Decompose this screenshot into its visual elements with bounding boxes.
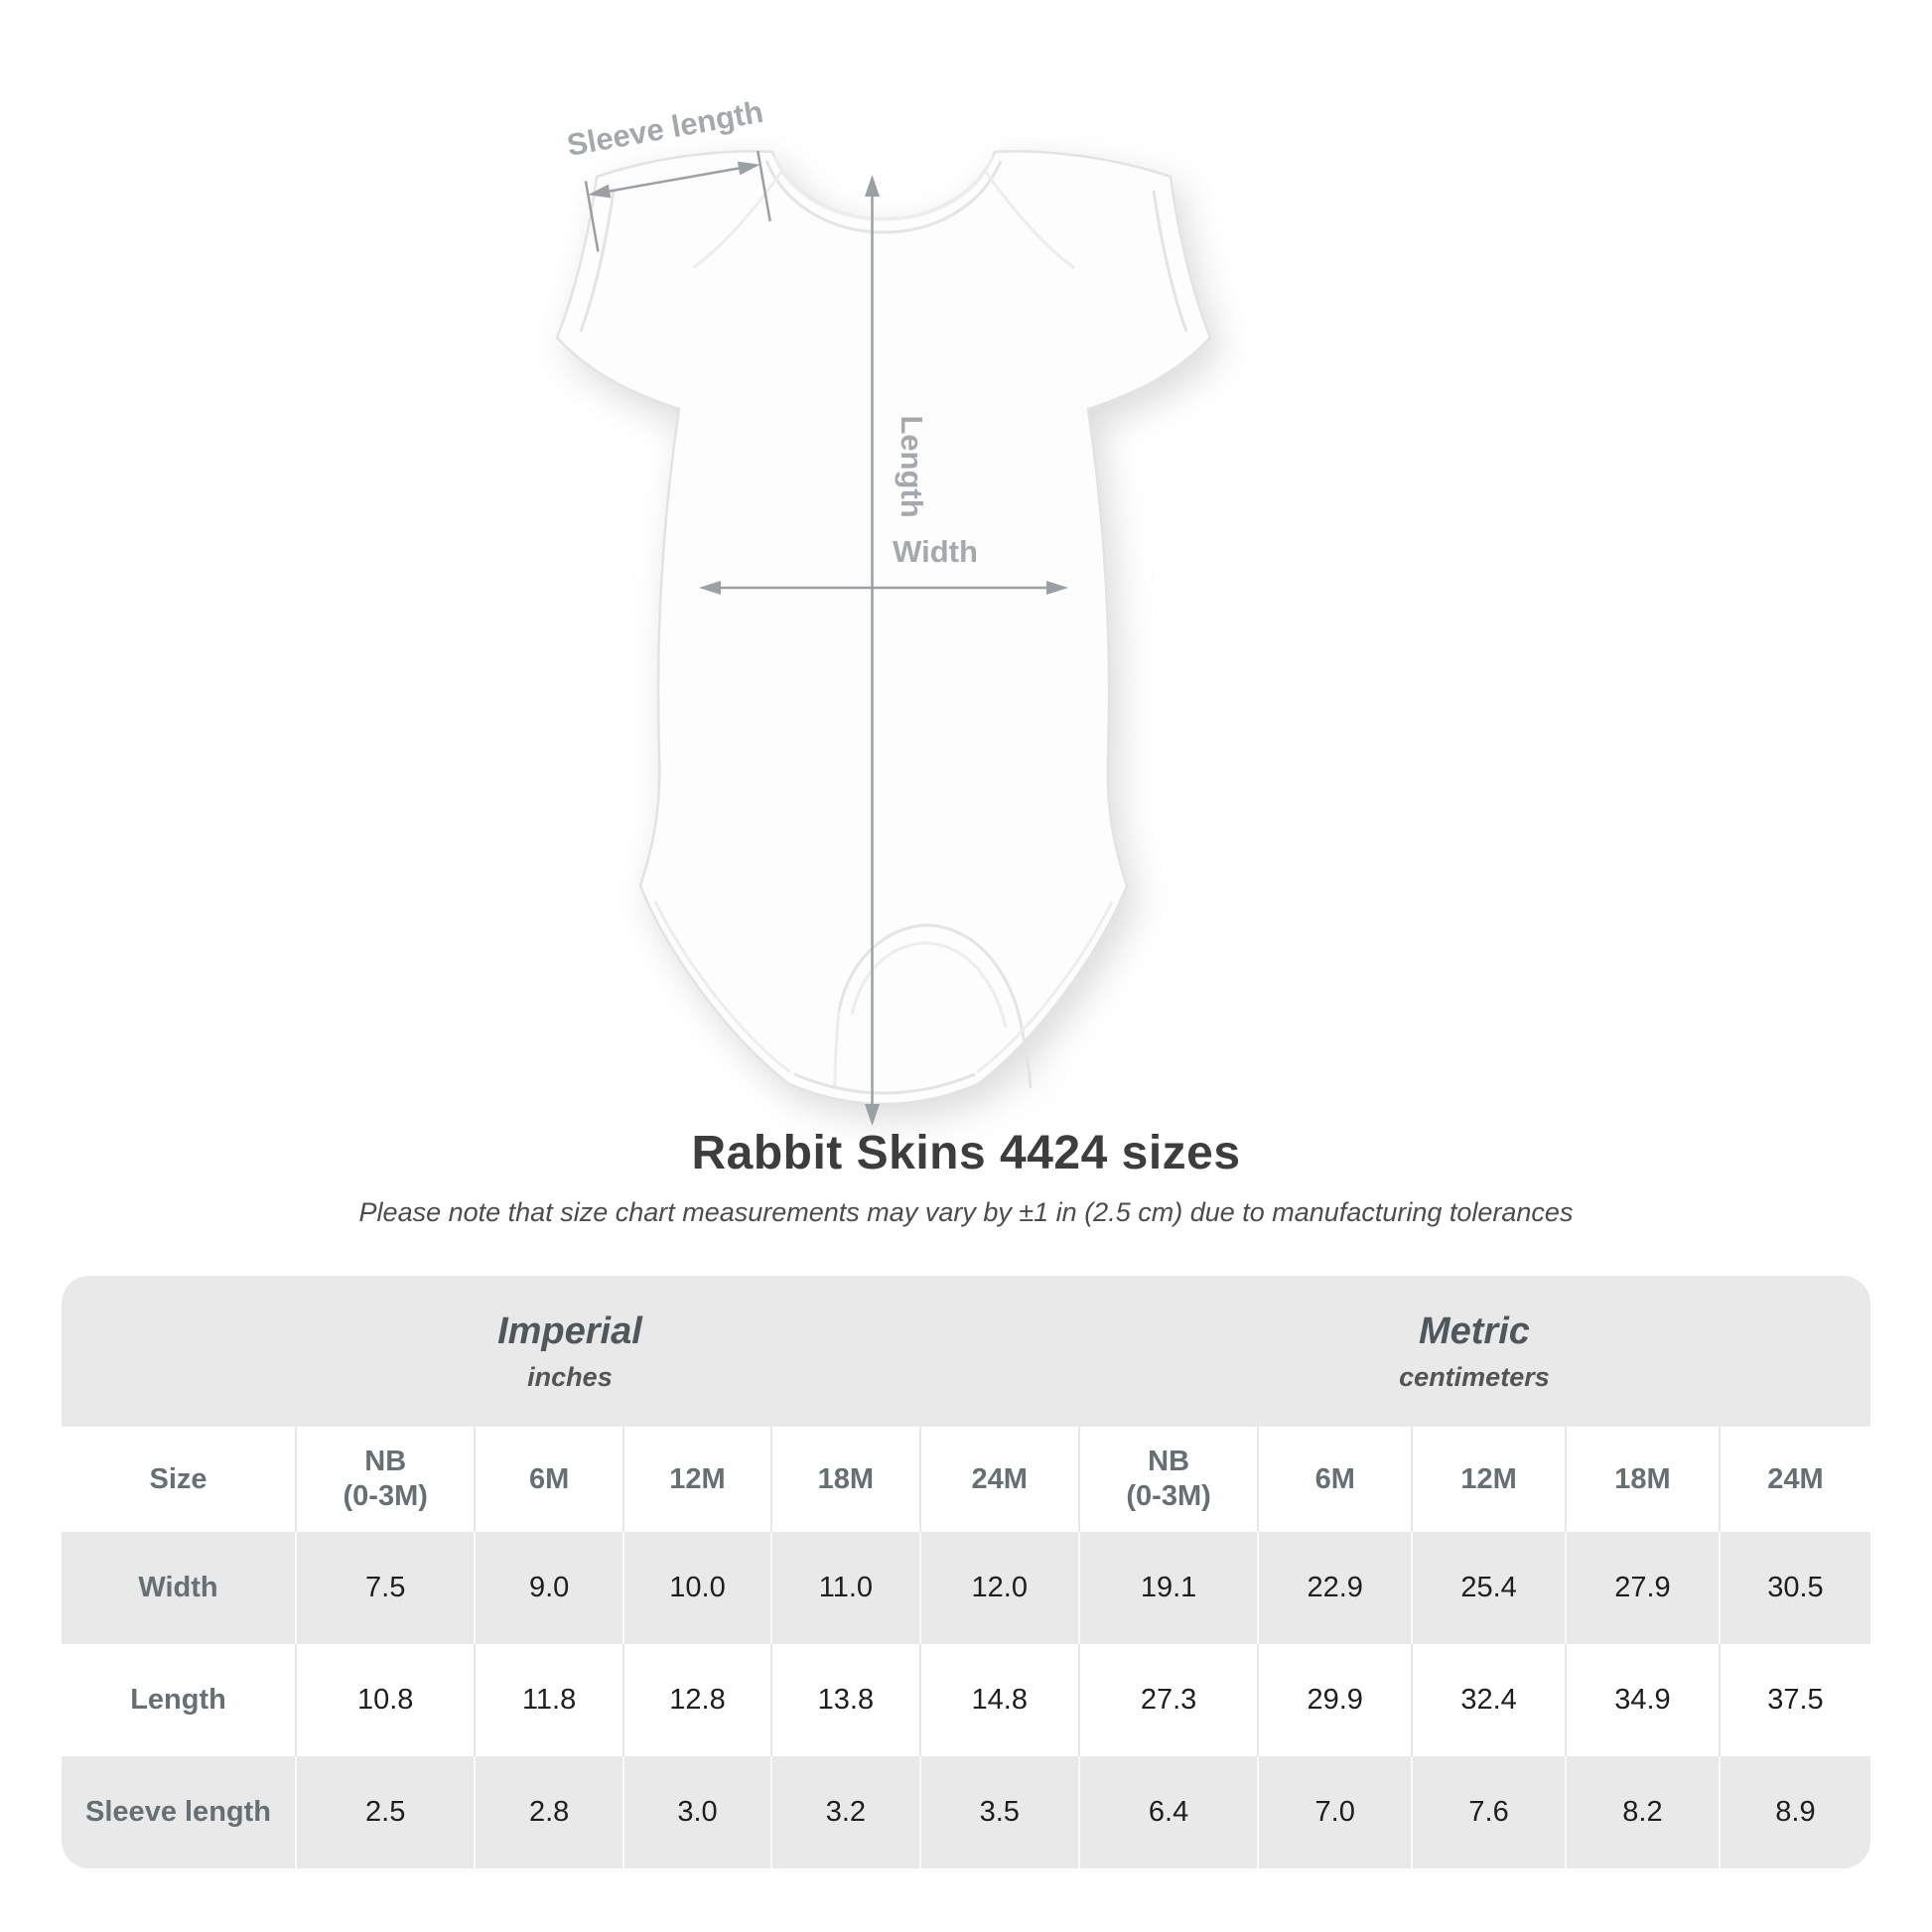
length-label: Length <box>895 415 929 517</box>
column-header-metric-nb: NB (0-3M) <box>1077 1427 1258 1532</box>
length-measurement: Length <box>865 175 929 1126</box>
page-title: Rabbit Skins 4424 sizes <box>691 1127 1241 1179</box>
row-label-sleeve-length: Sleeve length <box>62 1756 296 1868</box>
value-cell: 25.4 <box>1411 1532 1565 1644</box>
value-cell: 37.5 <box>1718 1644 1870 1756</box>
value-cell: 27.9 <box>1565 1532 1719 1644</box>
value-cell: 3.5 <box>918 1756 1078 1868</box>
table-row-length: Length 10.8 11.8 12.8 13.8 14.8 27.3 29.9 32.4 34… <box>62 1644 1870 1756</box>
tolerance-note: Please note that size chart measurements… <box>358 1197 1574 1227</box>
sleeve-extent-tick-left <box>584 181 600 252</box>
value-cell: 6.4 <box>1077 1756 1258 1868</box>
value-cell: 34.9 <box>1565 1644 1719 1756</box>
value-cell: 11.0 <box>770 1532 919 1644</box>
column-header-row: Size NB (0-3M) 6M 12M 18M 24M NB (0-3M) 6M 12M 1… <box>62 1427 1870 1532</box>
width-label: Width <box>893 534 978 569</box>
value-cell: 32.4 <box>1411 1644 1565 1756</box>
left-lap-seam <box>692 170 784 270</box>
value-cell: 11.8 <box>474 1644 622 1756</box>
left-flap-edge <box>833 1010 841 1087</box>
neckband-inner-seam <box>772 156 995 221</box>
sleeve-arrow-line <box>609 167 740 193</box>
value-cell: 9.0 <box>474 1532 622 1644</box>
value-cell: 30.5 <box>1718 1532 1870 1644</box>
column-header-imperial-nb: NB (0-3M) <box>295 1427 475 1532</box>
value-cell: 10.0 <box>621 1532 771 1644</box>
column-header-imperial-18m: 18M <box>770 1427 919 1532</box>
value-cell: 8.9 <box>1718 1756 1870 1868</box>
value-cell: 14.8 <box>918 1644 1078 1756</box>
value-cell: 2.8 <box>474 1756 622 1868</box>
row-label-length: Length <box>62 1644 296 1756</box>
imperial-group-name: Imperial <box>497 1310 642 1352</box>
value-cell: 12.0 <box>918 1532 1078 1644</box>
value-cell: 12.8 <box>621 1644 771 1756</box>
value-cell: 3.0 <box>621 1756 771 1868</box>
column-header-metric-24m: 24M <box>1718 1427 1870 1532</box>
table-row-width: Width 7.5 9.0 10.0 11.0 12.0 19.1 22.9 25.4 27.9 3… <box>62 1532 1870 1644</box>
width-arrow-left-head <box>699 581 721 595</box>
table-row-sleeve-length: Sleeve length 2.5 2.8 3.0 3.2 3.5 6.4 7.0 7.6 8.2… <box>62 1756 1870 1868</box>
right-lap-seam <box>983 170 1075 270</box>
value-cell: 8.2 <box>1565 1756 1719 1868</box>
column-header-metric-6m: 6M <box>1257 1427 1412 1532</box>
crotch-flap-inner-seam <box>850 941 1008 1029</box>
imperial-group-unit: inches <box>527 1361 613 1392</box>
row-label-width: Width <box>62 1532 296 1644</box>
bottom-hem-seam <box>793 1072 976 1095</box>
metric-group-name: Metric <box>1418 1310 1530 1352</box>
onesie-body-shape <box>555 150 1212 1106</box>
size-column-header: Size <box>62 1427 296 1532</box>
value-cell: 7.5 <box>295 1532 475 1644</box>
onesie-measurement-diagram: Length Width Sleeve length <box>555 94 1212 1126</box>
right-sleeve-hem <box>1152 190 1188 333</box>
column-header-metric-18m: 18M <box>1565 1427 1719 1532</box>
value-cell: 2.5 <box>295 1756 475 1868</box>
column-header-imperial-24m: 24M <box>918 1427 1078 1532</box>
right-leg-binding <box>976 900 1114 1074</box>
metric-group-header: Metric centimeters <box>1077 1276 1870 1427</box>
imperial-group-header: Imperial inches <box>62 1276 1078 1427</box>
column-header-metric-12m: 12M <box>1411 1427 1565 1532</box>
sleeve-arrow-left-head <box>588 184 612 199</box>
onesie-illustration <box>555 150 1212 1106</box>
column-header-imperial-6m: 6M <box>474 1427 622 1532</box>
metric-group-unit: centimeters <box>1399 1361 1550 1392</box>
size-table-container: Imperial inches Metric centimeters Size … <box>62 1276 1870 1868</box>
unit-group-row: Imperial inches Metric centimeters <box>62 1276 1870 1427</box>
value-cell: 29.9 <box>1257 1644 1412 1756</box>
value-cell: 10.8 <box>295 1644 475 1756</box>
column-header-imperial-12m: 12M <box>621 1427 771 1532</box>
neckband-seam <box>764 160 1003 234</box>
value-cell: 27.3 <box>1077 1644 1258 1756</box>
value-cell: 22.9 <box>1257 1532 1412 1644</box>
size-chart-table: Imperial inches Metric centimeters Size … <box>62 1276 1870 1868</box>
sleeve-arrow-right-head <box>737 161 760 176</box>
left-sleeve-hem <box>579 190 616 333</box>
left-leg-binding <box>653 900 791 1074</box>
value-cell: 7.0 <box>1257 1756 1412 1868</box>
value-cell: 19.1 <box>1077 1532 1258 1644</box>
width-arrow-right-head <box>1046 581 1068 595</box>
sleeve-extent-tick-right <box>757 150 771 222</box>
length-arrow-bottom-head <box>865 1104 880 1126</box>
length-arrow-top-head <box>865 175 880 197</box>
value-cell: 7.6 <box>1411 1756 1565 1868</box>
value-cell: 13.8 <box>770 1644 919 1756</box>
value-cell: 3.2 <box>770 1756 919 1868</box>
width-measurement: Width <box>699 534 1068 595</box>
